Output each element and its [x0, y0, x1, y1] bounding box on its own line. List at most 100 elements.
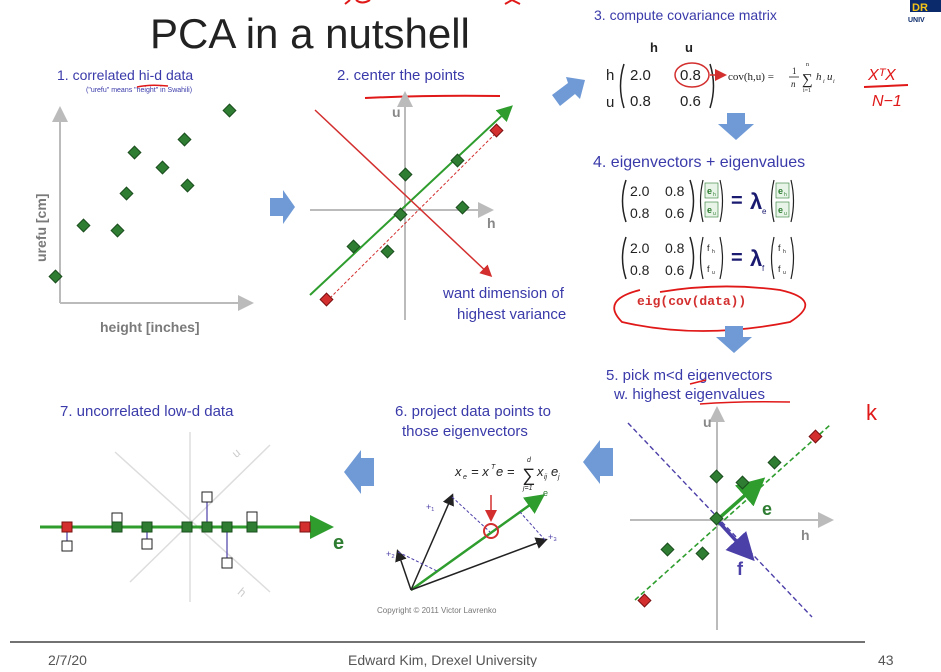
projected-point-on-e [111, 521, 123, 533]
projection-formula: x e = x T e = ∑ d j=1 x ij e j [454, 457, 560, 492]
x1-vector [410, 493, 454, 591]
orthogonal-direction-vector [314, 109, 493, 278]
data-point [767, 455, 782, 470]
data-point [222, 103, 237, 118]
svg-text:e: e [762, 207, 767, 216]
diagonal-axis [129, 444, 271, 583]
data-point [695, 546, 710, 561]
projection-highlight [483, 523, 499, 539]
e-label: e [333, 532, 344, 554]
svg-text:d: d [527, 457, 532, 464]
outlier-on-e [299, 521, 311, 533]
flow-arrow-down [716, 326, 752, 353]
e-direction-line [634, 424, 831, 601]
svg-text:DR: DR [912, 2, 928, 14]
centered-point [380, 244, 395, 259]
x2-vector [395, 549, 412, 591]
university-logo: DR UNIV [908, 0, 941, 24]
ink-underline [364, 94, 501, 99]
data-point [48, 269, 63, 284]
svg-text:0.8: 0.8 [665, 240, 685, 256]
centered-point [346, 239, 361, 254]
step6-title-line1: 6. project data points to [395, 403, 551, 420]
svg-text:u: u [712, 270, 715, 276]
svg-text:x: x [454, 464, 462, 479]
svg-text:u: u [606, 94, 614, 111]
footer-author: Edward Kim, Drexel University [348, 652, 537, 667]
variance-note-line1: want dimension of [442, 285, 565, 302]
svg-text:0.8: 0.8 [630, 262, 650, 278]
svg-text:f: f [778, 264, 781, 274]
data-point [177, 132, 192, 147]
svg-text:∑: ∑ [802, 72, 813, 88]
data-point [735, 475, 750, 490]
step2-title: 2. center the points [337, 67, 465, 84]
projection-dotted-line [329, 131, 498, 299]
svg-text:j: j [557, 474, 560, 481]
flow-arrow-left [583, 440, 613, 484]
svg-text:h: h [784, 192, 787, 198]
cov-m11: 2.0 [630, 67, 651, 84]
data-point [127, 145, 142, 160]
outlier-point [489, 123, 504, 138]
centered-point [398, 167, 413, 182]
f-direction-line [627, 422, 813, 618]
projected-point [61, 540, 73, 552]
svg-text:T: T [491, 464, 496, 471]
svg-text:i=1: i=1 [803, 88, 811, 94]
panel-eigen: 4. eigenvectors + eigenvalues 2.0 0.8 0.… [593, 154, 807, 332]
svg-text:1: 1 [792, 66, 797, 76]
step5-title-line1: 5. pick m<d eigenvectors [606, 367, 772, 384]
flow-arrow-diagonal [552, 77, 585, 106]
outlier-point [808, 429, 823, 444]
svg-text:f: f [778, 243, 781, 253]
svg-text:0.6: 0.6 [665, 262, 685, 278]
projected-point [246, 511, 258, 523]
slide-title: PCA in a nutshell [150, 10, 470, 57]
data-point [180, 178, 195, 193]
svg-text:+₃: +₃ [548, 532, 557, 542]
svg-text:λ: λ [750, 246, 762, 271]
svg-text:n: n [806, 62, 809, 68]
cov-m12: 0.8 [680, 67, 701, 84]
e-vector [410, 494, 546, 592]
y-axis-label: urefu [cm] [33, 194, 49, 262]
handwritten-k: k [866, 400, 878, 425]
svg-text:n: n [791, 79, 796, 89]
svg-text:cov(h,u) =: cov(h,u) = [728, 71, 774, 83]
handwritten-xtx: XᵀX [867, 67, 897, 84]
projected-point [201, 491, 213, 503]
projected-point [221, 557, 233, 569]
flow-arrow-down [718, 113, 754, 140]
f-vector [715, 518, 755, 562]
outlier-point [637, 593, 652, 608]
flow-arrow-right [270, 190, 295, 224]
handwritten-scribble [344, 0, 521, 5]
f-label: f [737, 559, 744, 579]
svg-text:2.0: 2.0 [630, 240, 650, 256]
projected-point-on-e [221, 521, 233, 533]
highlight-circle [674, 62, 710, 88]
svg-text:e: e [463, 474, 467, 481]
projected-point-on-e [181, 521, 193, 533]
svg-text:h: h [816, 71, 822, 83]
panel-uncorrelated: 7. uncorrelated low-d data u h e [40, 403, 344, 602]
svg-text:e: e [707, 205, 712, 215]
centered-point [455, 200, 470, 215]
centered-point [393, 207, 408, 222]
outlier-on-e [61, 521, 73, 533]
data-point [119, 186, 134, 201]
outlier-point [319, 292, 334, 307]
svg-text:h: h [713, 192, 716, 198]
step7-title: 7. uncorrelated low-d data [60, 403, 234, 420]
svg-text:u: u [827, 71, 833, 83]
data-point [155, 160, 170, 175]
svg-text:e: e [707, 186, 712, 196]
svg-text:2.0: 2.0 [630, 183, 650, 199]
ink-circle [613, 285, 807, 332]
svg-text:u: u [229, 445, 243, 460]
x3-vector [410, 537, 548, 591]
centered-point [450, 153, 465, 168]
e-vector [715, 477, 766, 522]
projected-point-on-e [201, 521, 213, 533]
